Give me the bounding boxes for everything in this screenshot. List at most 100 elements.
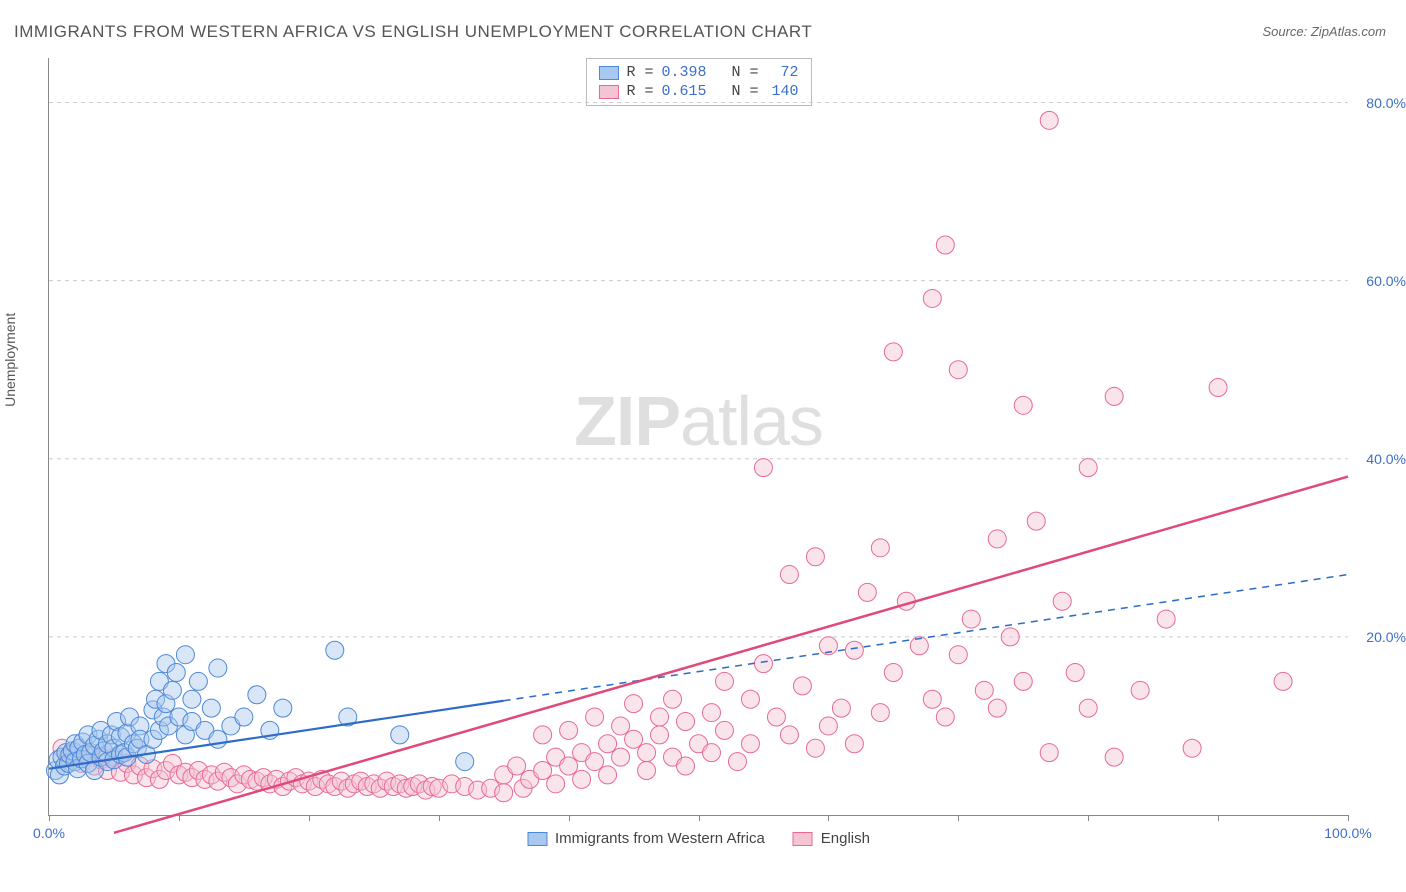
legend-bottom-label-1: English xyxy=(821,830,870,847)
data-point xyxy=(1274,672,1292,690)
chart-container: IMMIGRANTS FROM WESTERN AFRICA VS ENGLIS… xyxy=(0,0,1406,892)
data-point xyxy=(612,717,630,735)
data-point xyxy=(495,784,513,802)
data-point xyxy=(715,721,733,739)
data-point xyxy=(573,770,591,788)
x-tick-label: 100.0% xyxy=(1324,825,1371,841)
data-point xyxy=(1079,699,1097,717)
data-point xyxy=(209,730,227,748)
data-point xyxy=(780,566,798,584)
data-point xyxy=(1040,111,1058,129)
data-point xyxy=(235,708,253,726)
x-tick xyxy=(1218,815,1219,821)
x-tick xyxy=(958,815,959,821)
x-tick xyxy=(179,815,180,821)
data-point xyxy=(599,766,617,784)
data-point xyxy=(677,757,695,775)
plot-svg xyxy=(49,58,1348,815)
data-point xyxy=(677,712,695,730)
data-point xyxy=(741,735,759,753)
trend-line-solid xyxy=(114,477,1348,833)
data-point xyxy=(702,704,720,722)
data-point xyxy=(871,704,889,722)
data-point xyxy=(1027,512,1045,530)
y-tick-label: 80.0% xyxy=(1366,95,1406,111)
x-tick xyxy=(569,815,570,821)
data-point xyxy=(819,717,837,735)
x-tick xyxy=(828,815,829,821)
data-point xyxy=(547,775,565,793)
data-point xyxy=(534,726,552,744)
data-point xyxy=(625,730,643,748)
legend-bottom-label-0: Immigrants from Western Africa xyxy=(555,830,765,847)
legend-bottom-swatch-0 xyxy=(527,832,547,846)
legend-bottom-swatch-1 xyxy=(793,832,813,846)
data-point xyxy=(845,735,863,753)
data-point xyxy=(884,664,902,682)
source-value: ZipAtlas.com xyxy=(1311,24,1386,39)
data-point xyxy=(651,708,669,726)
data-point xyxy=(949,361,967,379)
data-point xyxy=(1183,739,1201,757)
data-point xyxy=(1053,592,1071,610)
x-tick xyxy=(49,815,50,821)
data-point xyxy=(1014,396,1032,414)
data-point xyxy=(949,646,967,664)
data-point xyxy=(183,690,201,708)
data-point xyxy=(975,681,993,699)
data-point xyxy=(845,641,863,659)
source-attribution: Source: ZipAtlas.com xyxy=(1262,24,1386,39)
data-point xyxy=(1040,744,1058,762)
y-tick-label: 20.0% xyxy=(1366,629,1406,645)
data-point xyxy=(248,686,266,704)
x-tick xyxy=(1088,815,1089,821)
data-point xyxy=(586,753,604,771)
data-point xyxy=(910,637,928,655)
data-point xyxy=(167,664,185,682)
data-point xyxy=(923,289,941,307)
data-point xyxy=(326,641,344,659)
data-point xyxy=(728,753,746,771)
data-point xyxy=(767,708,785,726)
data-point xyxy=(702,744,720,762)
data-point xyxy=(923,690,941,708)
legend-bottom-item-0: Immigrants from Western Africa xyxy=(527,830,765,847)
data-point xyxy=(456,753,474,771)
data-point xyxy=(780,726,798,744)
data-point xyxy=(806,548,824,566)
data-point xyxy=(936,236,954,254)
y-tick-label: 40.0% xyxy=(1366,451,1406,467)
data-point xyxy=(612,748,630,766)
x-tick xyxy=(1348,815,1349,821)
data-point xyxy=(1105,387,1123,405)
data-point xyxy=(715,672,733,690)
data-point xyxy=(832,699,850,717)
data-point xyxy=(858,583,876,601)
data-point xyxy=(163,681,181,699)
data-point xyxy=(176,646,194,664)
data-point xyxy=(1157,610,1175,628)
data-point xyxy=(936,708,954,726)
x-tick xyxy=(439,815,440,821)
data-point xyxy=(560,757,578,775)
data-point xyxy=(988,530,1006,548)
y-axis-label: Unemployment xyxy=(2,313,18,407)
source-label: Source: xyxy=(1262,24,1310,39)
data-point xyxy=(793,677,811,695)
data-point xyxy=(599,735,617,753)
data-point xyxy=(962,610,980,628)
data-point xyxy=(534,761,552,779)
data-point xyxy=(651,726,669,744)
data-point xyxy=(1001,628,1019,646)
data-point xyxy=(664,690,682,708)
y-tick-label: 60.0% xyxy=(1366,273,1406,289)
data-point xyxy=(741,690,759,708)
data-point xyxy=(586,708,604,726)
data-point xyxy=(754,655,772,673)
data-point xyxy=(508,757,526,775)
chart-title: IMMIGRANTS FROM WESTERN AFRICA VS ENGLIS… xyxy=(14,22,812,42)
data-point xyxy=(209,659,227,677)
data-point xyxy=(274,699,292,717)
x-tick xyxy=(309,815,310,821)
data-point xyxy=(1079,459,1097,477)
